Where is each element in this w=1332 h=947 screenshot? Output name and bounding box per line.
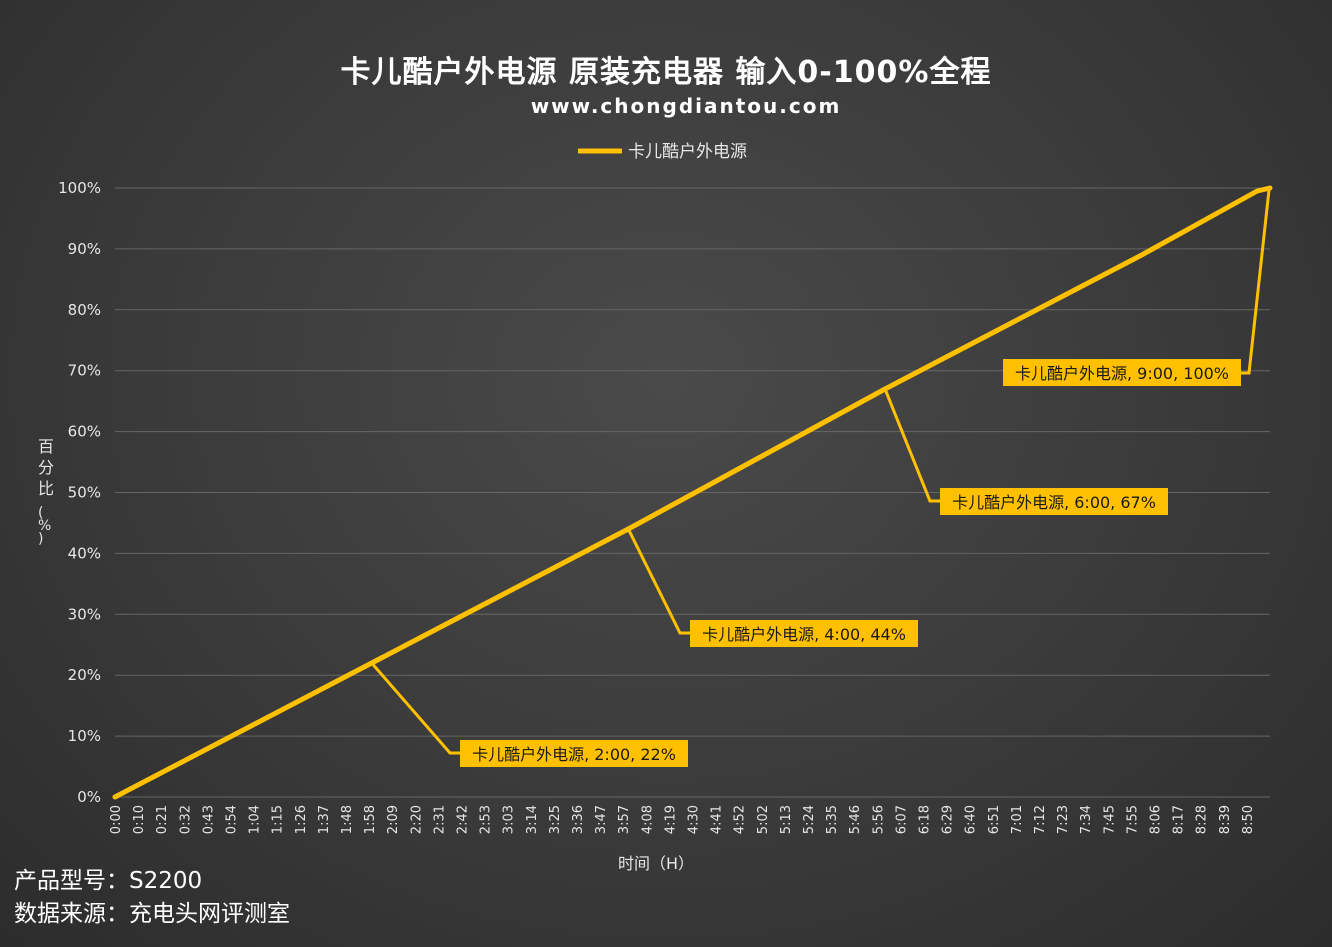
x-tick-label: 3:36: [571, 805, 586, 834]
x-tick-label: 3:25: [548, 805, 563, 834]
x-tick-label: 2:09: [386, 805, 401, 834]
chart-title: 卡儿酷户外电源 原装充电器 输入0-100%全程: [341, 55, 992, 90]
x-tick-label: 8:50: [1241, 805, 1256, 834]
legend: 卡儿酷户外电源: [578, 142, 747, 162]
data-label: 卡儿酷户外电源, 6:00, 67%: [952, 493, 1156, 512]
y-tick-label: 60%: [68, 423, 101, 441]
x-tick-label: 2:31: [432, 805, 447, 834]
data-label: 卡儿酷户外电源, 9:00, 100%: [1015, 364, 1229, 383]
x-tick-label: 3:03: [502, 805, 517, 834]
y-tick-label: 90%: [68, 240, 101, 258]
series-layer: [112, 185, 1273, 800]
x-tick-label: 0:32: [178, 805, 193, 834]
data-label-box: [940, 488, 1168, 515]
x-tick-label: 0:54: [225, 805, 240, 834]
gridlines: [115, 187, 1270, 798]
x-tick-label: 4:52: [733, 805, 748, 834]
y-axis-title: 百 分 比 ( % ): [38, 437, 59, 547]
legend-label: 卡儿酷户外电源: [628, 142, 747, 162]
x-tick-label: 6:29: [941, 805, 956, 834]
x-axis-title: 时间（H）: [618, 854, 694, 873]
data-label-box: [460, 740, 688, 767]
x-tick-label: 1:37: [317, 805, 332, 834]
x-tick-label: 3:14: [525, 805, 540, 834]
x-tick-label: 3:57: [617, 805, 632, 834]
x-tick-label: 0:21: [155, 805, 170, 834]
y-tick-label: 100%: [58, 179, 101, 197]
data-labels-layer: 卡儿酷户外电源, 2:00, 22% 卡儿酷户外电源, 4:00, 44% 卡儿酷户…: [370, 189, 1271, 767]
x-tick-label: 0:00: [109, 805, 124, 834]
leader-line: [1241, 189, 1271, 375]
y-tick-label: 70%: [68, 362, 101, 380]
x-tick-label: 8:28: [1195, 805, 1210, 834]
x-tick-label: 7:34: [1079, 805, 1094, 834]
leader-line: [883, 388, 940, 503]
leader-line: [626, 528, 690, 635]
data-label-box: [690, 620, 918, 647]
x-tick-label: 5:56: [871, 805, 886, 834]
y-tick-label: 50%: [68, 484, 101, 502]
x-tick-label: 1:26: [294, 805, 309, 834]
x-tick-label: 2:42: [456, 805, 471, 834]
y-tick-label: 30%: [68, 605, 101, 623]
x-tick-label: 7:45: [1102, 805, 1117, 834]
x-axis-ticks: 0:00 0:10 0:21 0:32 0:43 0:54 1:04 1:15 1:26 1:37…: [109, 805, 1256, 834]
x-tick-label: 6:18: [918, 805, 933, 834]
x-tick-label: 5:13: [779, 805, 794, 834]
x-tick-label: 7:01: [1010, 805, 1025, 834]
leader-line: [370, 662, 460, 755]
y-tick-label: 10%: [68, 727, 101, 745]
x-tick-label: 2:53: [479, 805, 494, 834]
series-line: [112, 185, 1273, 800]
x-tick-label: 7:55: [1125, 805, 1140, 834]
x-tick-label: 4:30: [687, 805, 702, 834]
x-tick-label: 0:43: [201, 805, 216, 834]
x-tick-label: 6:07: [894, 805, 909, 834]
x-tick-label: 6:40: [964, 805, 979, 834]
x-tick-label: 2:20: [409, 805, 424, 834]
x-tick-label: 8:06: [1149, 805, 1164, 834]
data-label: 卡儿酷户外电源, 2:00, 22%: [472, 745, 676, 764]
x-tick-label: 7:23: [1056, 805, 1071, 834]
x-tick-label: 5:02: [756, 805, 771, 834]
y-axis-ticks: 0% 10% 20% 30% 40% 50% 60% 70% 80% 90% 100%: [58, 179, 101, 806]
x-tick-label: 4:41: [710, 805, 725, 834]
x-tick-label: 8:39: [1218, 805, 1233, 834]
y-tick-label: 80%: [68, 301, 101, 319]
data-label: 卡儿酷户外电源, 4:00, 44%: [702, 625, 906, 644]
x-tick-label: 1:15: [271, 805, 286, 834]
y-tick-label: 40%: [68, 544, 101, 562]
footer-model: 产品型号：S2200: [14, 868, 203, 894]
x-tick-label: 1:04: [248, 805, 263, 834]
data-label-box: [1003, 359, 1241, 386]
y-tick-label: 0%: [77, 788, 101, 806]
y-tick-label: 20%: [68, 666, 101, 684]
x-tick-label: 5:46: [848, 805, 863, 834]
footer-source: 数据来源：充电头网评测室: [14, 901, 290, 927]
x-tick-label: 4:19: [663, 805, 678, 834]
x-tick-label: 7:12: [1033, 805, 1048, 834]
x-tick-label: 0:10: [132, 805, 147, 834]
x-tick-label: 1:48: [340, 805, 355, 834]
chart-subtitle: www.chongdiantou.com: [531, 94, 842, 118]
x-tick-label: 1:58: [363, 805, 378, 834]
x-tick-label: 5:24: [802, 805, 817, 834]
x-tick-label: 8:17: [1172, 805, 1187, 834]
x-tick-label: 3:47: [594, 805, 609, 834]
x-tick-label: 5:35: [825, 805, 840, 834]
x-tick-label: 4:08: [640, 805, 655, 834]
x-tick-label: 6:51: [987, 805, 1002, 834]
